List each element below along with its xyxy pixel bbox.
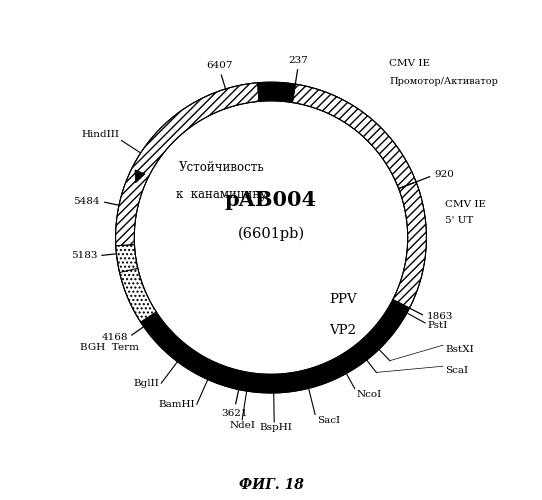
Polygon shape <box>116 244 156 322</box>
Polygon shape <box>115 82 427 393</box>
Text: 4168: 4168 <box>101 334 128 342</box>
Polygon shape <box>292 84 416 188</box>
Text: BglII: BglII <box>133 378 159 388</box>
Text: BspHI: BspHI <box>260 423 293 432</box>
Text: CMV IE: CMV IE <box>445 200 486 209</box>
Polygon shape <box>157 330 170 342</box>
Text: BamHI: BamHI <box>158 400 195 408</box>
Polygon shape <box>135 170 145 183</box>
Text: 920: 920 <box>434 170 454 179</box>
Text: BGH  Term: BGH Term <box>80 343 139 352</box>
Text: PPV: PPV <box>329 293 357 306</box>
Text: VP2: VP2 <box>329 324 356 338</box>
Text: pAB004: pAB004 <box>225 190 317 210</box>
Text: ScaI: ScaI <box>445 366 468 375</box>
Polygon shape <box>393 182 427 308</box>
Text: BstXI: BstXI <box>445 345 474 354</box>
Polygon shape <box>115 83 259 272</box>
Text: 1863: 1863 <box>427 312 453 322</box>
Text: NcoI: NcoI <box>357 390 382 399</box>
Text: CMV IE: CMV IE <box>389 58 430 68</box>
Text: PstI: PstI <box>427 320 448 330</box>
Text: к  канамицину: к канамицину <box>176 188 267 200</box>
Text: 6407: 6407 <box>207 62 233 70</box>
Text: Промотор/Активатор: Промотор/Активатор <box>389 78 498 86</box>
Text: 5' UT: 5' UT <box>445 216 473 226</box>
Text: ФИГ. 18: ФИГ. 18 <box>238 478 304 492</box>
Text: (6601pb): (6601pb) <box>237 226 305 240</box>
Text: 3621: 3621 <box>221 408 248 418</box>
Text: HindIII: HindIII <box>81 130 119 140</box>
Text: NdeI: NdeI <box>229 421 255 430</box>
Text: 237: 237 <box>288 56 308 65</box>
Text: 5183: 5183 <box>70 252 97 260</box>
Text: 5484: 5484 <box>74 196 100 205</box>
Text: SacI: SacI <box>317 416 340 424</box>
Text: Устойчивость: Устойчивость <box>178 160 264 173</box>
